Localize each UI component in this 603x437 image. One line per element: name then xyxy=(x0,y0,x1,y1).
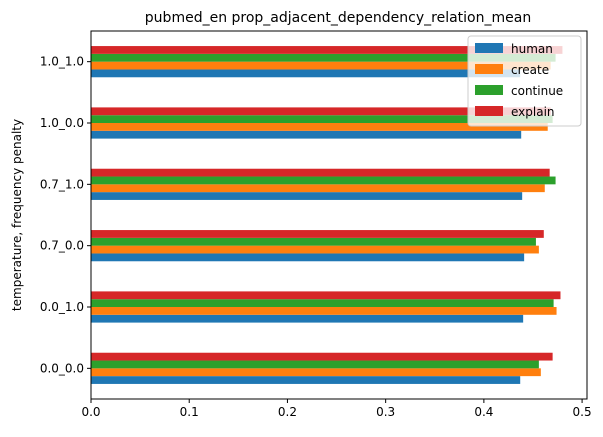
bar-explain-0.7_1.0 xyxy=(91,168,550,177)
y-tick-label: 0.7_1.0 xyxy=(40,177,84,191)
bar-human-0.7_1.0 xyxy=(91,192,523,200)
bar-create-0.7_1.0 xyxy=(91,184,545,193)
plot-frame xyxy=(90,30,588,400)
legend-swatch-create xyxy=(475,64,503,74)
y-tick-label: 0.0_1.0 xyxy=(40,300,84,314)
bar-create-0.0_0.0 xyxy=(91,368,541,377)
bar-human-1.0_0.0 xyxy=(91,130,522,139)
bar-continue-1.0_0.0 xyxy=(91,115,553,123)
x-tick-label: 0.4 xyxy=(474,405,493,419)
bar-explain-0.0_0.0 xyxy=(91,352,553,361)
bar-explain-0.0_1.0 xyxy=(91,291,561,300)
legend-label-continue: continue xyxy=(511,84,563,98)
x-tick-label: 0.3 xyxy=(376,405,395,419)
bar-continue-1.0_1.0 xyxy=(91,53,556,62)
legend-label-explain: explain xyxy=(511,105,555,119)
bar-human-0.0_0.0 xyxy=(91,376,521,384)
x-tick-label: 0.2 xyxy=(278,405,297,419)
legend: human create continue explain xyxy=(467,35,582,127)
y-tick-label: 1.0_0.0 xyxy=(40,116,84,130)
chart-title: pubmed_en prop_adjacent_dependency_relat… xyxy=(145,10,531,26)
bar-create-1.0_0.0 xyxy=(91,123,548,131)
bar-create-0.0_1.0 xyxy=(91,307,557,315)
legend-swatch-human xyxy=(475,43,503,53)
y-tick-label: 0.0_0.0 xyxy=(40,361,84,375)
legend-label-create: create xyxy=(511,63,549,77)
y-tick-label: 1.0_1.0 xyxy=(40,55,84,69)
y-axis-ticks: 0.0_0.0 0.0_1.0 0.7_0.0 0.7_1.0 1.0_0.0 1.0_1… xyxy=(40,55,91,375)
bar-human-1.0_1.0 xyxy=(91,69,521,78)
legend-box xyxy=(467,35,582,127)
legend-swatch-continue xyxy=(475,85,503,95)
x-tick-label: 0.1 xyxy=(180,405,199,419)
bar-create-1.0_1.0 xyxy=(91,61,551,70)
bars-layer xyxy=(91,46,563,384)
legend-label-human: human xyxy=(511,42,553,56)
legend-swatch-explain xyxy=(475,106,503,116)
y-axis-label: temperature, frequency penalty xyxy=(10,119,24,311)
bar-human-0.7_0.0 xyxy=(91,253,525,262)
bar-continue-0.7_0.0 xyxy=(91,237,536,246)
bar-continue-0.0_1.0 xyxy=(91,299,554,307)
bar-continue-0.7_1.0 xyxy=(91,176,556,185)
bar-explain-1.0_0.0 xyxy=(91,107,551,116)
x-axis-ticks: 0.0 0.1 0.2 0.3 0.4 0.5 xyxy=(81,399,592,419)
bar-create-0.7_0.0 xyxy=(91,245,539,254)
bar-human-0.0_1.0 xyxy=(91,314,524,323)
y-tick-label: 0.7_0.0 xyxy=(40,239,84,253)
x-tick-label: 0.5 xyxy=(573,405,592,419)
x-tick-label: 0.0 xyxy=(81,405,100,419)
bar-explain-0.7_0.0 xyxy=(91,230,544,238)
bar-continue-0.0_0.0 xyxy=(91,360,539,369)
bar-explain-1.0_1.0 xyxy=(91,46,563,54)
